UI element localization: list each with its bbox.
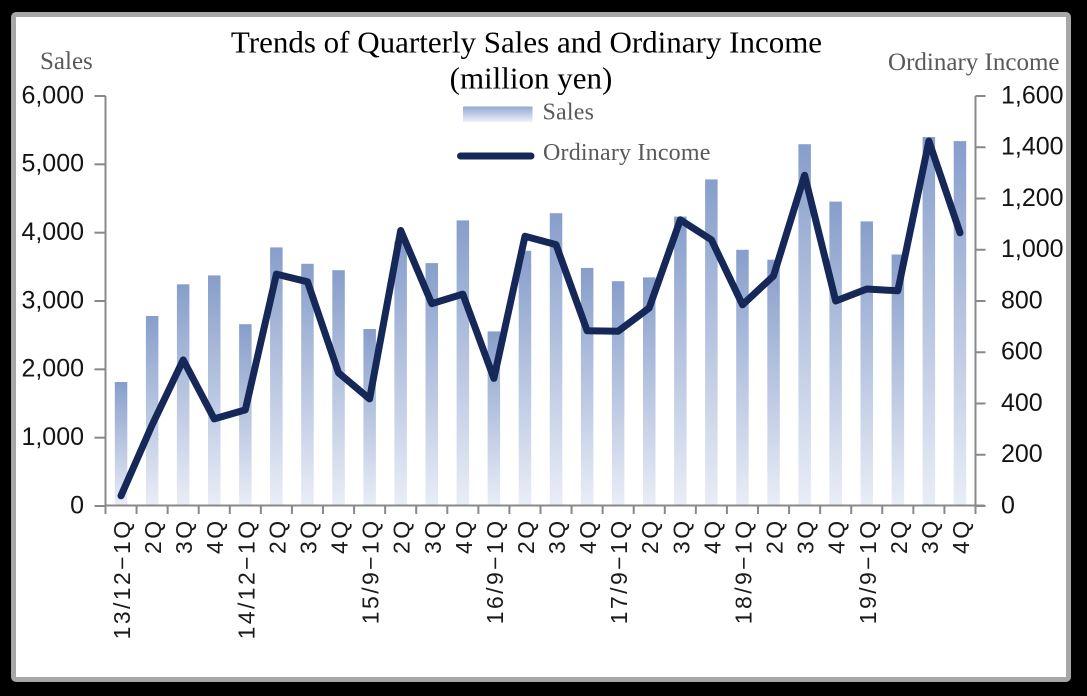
- svg-text:4Q: 4Q: [202, 519, 228, 554]
- svg-text:4Q: 4Q: [699, 519, 725, 554]
- svg-text:4Q: 4Q: [451, 519, 477, 554]
- svg-text:3Q: 3Q: [296, 519, 322, 554]
- svg-text:3Q: 3Q: [544, 519, 570, 554]
- svg-text:0: 0: [1001, 491, 1015, 519]
- svg-text:3,000: 3,000: [21, 286, 84, 314]
- svg-text:6,000: 6,000: [21, 81, 84, 109]
- svg-text:4Q: 4Q: [327, 519, 353, 554]
- svg-text:Ordinary Income: Ordinary Income: [888, 49, 1059, 76]
- svg-text:4Q: 4Q: [575, 519, 601, 554]
- svg-text:4Q: 4Q: [948, 519, 974, 554]
- svg-text:2,000: 2,000: [21, 355, 84, 383]
- svg-text:2Q: 2Q: [886, 519, 912, 554]
- svg-text:2Q: 2Q: [389, 519, 415, 554]
- svg-text:3Q: 3Q: [668, 519, 694, 554]
- svg-text:Sales: Sales: [40, 48, 93, 75]
- svg-text:1,400: 1,400: [1001, 133, 1064, 161]
- svg-text:2Q: 2Q: [762, 519, 788, 554]
- svg-text:1,200: 1,200: [1001, 184, 1064, 212]
- svg-text:(million yen): (million yen): [450, 61, 613, 96]
- svg-text:2Q: 2Q: [140, 519, 166, 554]
- svg-text:1,000: 1,000: [21, 423, 84, 451]
- svg-text:3Q: 3Q: [793, 519, 819, 554]
- svg-text:14/12−1Q: 14/12−1Q: [233, 519, 259, 640]
- svg-text:13/12−1Q: 13/12−1Q: [109, 519, 135, 640]
- svg-text:2Q: 2Q: [513, 519, 539, 554]
- svg-text:0: 0: [70, 491, 84, 519]
- svg-text:3Q: 3Q: [171, 519, 197, 554]
- svg-text:2Q: 2Q: [637, 519, 663, 554]
- svg-text:400: 400: [1001, 389, 1043, 417]
- svg-text:Ordinary Income: Ordinary Income: [543, 140, 711, 166]
- svg-text:16/9−1Q: 16/9−1Q: [482, 519, 508, 625]
- svg-text:800: 800: [1001, 286, 1043, 314]
- svg-text:18/9−1Q: 18/9−1Q: [731, 519, 757, 625]
- svg-text:4Q: 4Q: [824, 519, 850, 554]
- svg-text:200: 200: [1001, 440, 1043, 468]
- svg-text:Sales: Sales: [543, 100, 595, 126]
- svg-text:4,000: 4,000: [21, 218, 84, 246]
- svg-text:3Q: 3Q: [917, 519, 943, 554]
- svg-text:5,000: 5,000: [21, 150, 84, 178]
- svg-text:1,000: 1,000: [1001, 235, 1064, 263]
- svg-text:17/9−1Q: 17/9−1Q: [606, 519, 632, 625]
- svg-text:600: 600: [1001, 338, 1043, 366]
- svg-text:1,600: 1,600: [1001, 81, 1064, 109]
- svg-text:3Q: 3Q: [420, 519, 446, 554]
- svg-text:Trends of Quarterly Sales and: Trends of Quarterly Sales and Ordinary I…: [231, 25, 822, 60]
- svg-text:15/9−1Q: 15/9−1Q: [358, 519, 384, 625]
- svg-text:19/9−1Q: 19/9−1Q: [855, 519, 881, 625]
- svg-text:2Q: 2Q: [264, 519, 290, 554]
